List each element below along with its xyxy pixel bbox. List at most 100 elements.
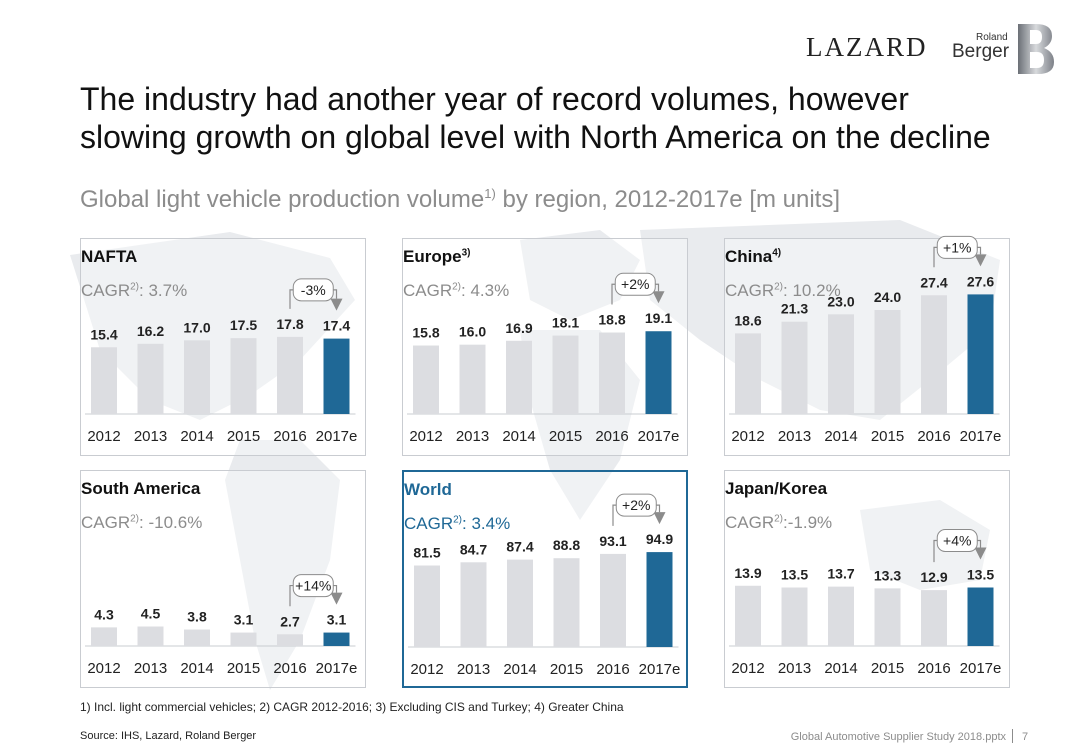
bar-2014: [184, 629, 210, 646]
cagr-value: : 3.4%: [462, 514, 511, 533]
value-label-2016: 93.1: [599, 533, 626, 549]
change-label: +14%: [295, 578, 331, 594]
value-label-2016: 27.4: [920, 274, 947, 290]
bar-2014: [507, 559, 533, 647]
bar-2013: [460, 562, 487, 647]
berger-logo-text: Berger: [952, 41, 1010, 62]
value-label-2015: 88.8: [553, 537, 580, 553]
year-label-2014: 2014: [503, 661, 536, 678]
year-label-2014: 2014: [824, 660, 857, 677]
region-title: Europe3): [403, 247, 470, 267]
panel-south-america: South America CAGR2): -10.6% 4.3 2012 4.5 2…: [80, 470, 366, 688]
chart-subtitle: Global light vehicle production volume1)…: [80, 186, 840, 214]
value-label-2017e: 19.1: [645, 310, 672, 326]
year-label-2015: 2015: [549, 428, 582, 445]
value-label-2014: 3.8: [187, 609, 207, 625]
panel-japan-korea: Japan/Korea CAGR2):-1.9% 13.9 2012 13.5 201…: [724, 470, 1010, 688]
page-number: 7: [1022, 731, 1029, 743]
cagr-value: : 4.3%: [461, 281, 510, 300]
bar-2016: [599, 332, 625, 414]
value-label-2016: 2.7: [280, 613, 300, 629]
value-label-2013: 4.5: [141, 606, 161, 622]
change-label: -3%: [301, 282, 326, 298]
region-name: NAFTA: [81, 247, 138, 266]
change-badge: [292, 574, 334, 598]
bar-2015: [552, 335, 579, 414]
subtitle-main: Global light vehicle production volume: [80, 186, 485, 213]
subtitle-footnote-marker: 1): [484, 186, 496, 201]
bar-chart-japan-korea: 13.9 2012 13.5 2013 13.7 2014 13.3 2015 12.9 2016…: [729, 529, 1001, 677]
year-label-2015: 2015: [227, 428, 260, 445]
year-label-2014: 2014: [824, 428, 857, 445]
year-label-2012: 2012: [409, 428, 442, 445]
cagr-value: : 10.2%: [783, 281, 841, 300]
page-title: The industry had another year of record …: [80, 81, 991, 155]
year-label-2013: 2013: [134, 660, 167, 677]
panel-europe: Europe3) CAGR2): 4.3% 15.8 2012 16.0 2013 16…: [402, 238, 688, 456]
value-label-2013: 13.5: [781, 567, 808, 583]
region-title: World: [404, 480, 452, 500]
year-label-2016: 2016: [273, 660, 306, 677]
year-label-2017e: 2017e: [316, 660, 358, 677]
cagr-text: CAGR2): 3.4%: [404, 514, 510, 534]
bar-2013: [781, 321, 808, 414]
year-label-2013: 2013: [778, 428, 811, 445]
arrow-down-icon: [974, 547, 987, 560]
value-label-2015: 13.3: [874, 567, 901, 583]
cagr-footnote: 2): [130, 281, 140, 293]
value-label-2014: 16.9: [505, 320, 532, 336]
year-label-2017e: 2017e: [638, 428, 680, 445]
year-label-2013: 2013: [134, 428, 167, 445]
value-label-2015: 18.1: [552, 315, 579, 331]
value-label-2014: 23.0: [827, 293, 854, 309]
value-label-2015: 17.5: [230, 317, 257, 333]
value-label-2012: 4.3: [94, 606, 114, 622]
cagr-prefix: CAGR: [81, 281, 131, 300]
bar-2017e: [967, 587, 994, 646]
value-label-2015: 3.1: [234, 612, 254, 628]
bar-2016: [921, 295, 947, 414]
value-label-2012: 81.5: [413, 545, 440, 561]
region-name: South America: [81, 479, 201, 498]
value-label-2017e: 17.4: [323, 318, 350, 334]
bar-2014: [828, 586, 854, 646]
bar-2017e: [645, 331, 672, 414]
bar-2017e: [323, 632, 350, 646]
roland-berger-b-icon: [1018, 24, 1054, 74]
bar-2012: [413, 345, 439, 414]
bar-2012: [735, 333, 761, 414]
bar-2016: [600, 553, 626, 647]
bar-2013: [781, 587, 808, 646]
file-name: Global Automotive Supplier Study 2018.pp…: [790, 731, 1006, 743]
bar-2016: [921, 590, 947, 646]
year-label-2013: 2013: [456, 428, 489, 445]
panel-world: World CAGR2): 3.4% 81.5 2012 84.7 2013 87.4 2…: [402, 470, 688, 688]
value-label-2013: 21.3: [781, 301, 808, 317]
value-label-2015: 24.0: [874, 289, 901, 305]
cagr-value: :-1.9%: [783, 513, 833, 532]
value-label-2016: 18.8: [598, 312, 625, 328]
bar-2016: [277, 336, 303, 414]
cagr-prefix: CAGR: [81, 513, 131, 532]
year-label-2013: 2013: [778, 660, 811, 677]
cagr-footnote: 2): [452, 281, 462, 293]
year-label-2016: 2016: [917, 428, 950, 445]
bar-chart-world: 81.5 2012 84.7 2013 87.4 2014 88.8 2015 93.1 2016…: [408, 493, 680, 678]
cagr-prefix: CAGR: [404, 514, 454, 533]
arrow-down-icon: [653, 512, 666, 525]
cagr-prefix: CAGR: [725, 513, 775, 532]
region-footnote: 3): [461, 247, 471, 259]
value-label-2014: 17.0: [183, 319, 210, 335]
change-label: +1%: [943, 239, 971, 255]
year-label-2015: 2015: [227, 660, 260, 677]
value-label-2014: 13.7: [827, 566, 854, 582]
value-label-2017e: 94.9: [646, 531, 673, 547]
bar-2015: [553, 558, 580, 647]
source-note: Source: IHS, Lazard, Roland Berger: [80, 730, 257, 742]
change-badge: [936, 529, 978, 552]
bar-chart-china: 18.6 2012 21.3 2013 23.0 2014 24.0 2015 27.4 2016…: [729, 235, 1001, 445]
bar-2015: [874, 588, 901, 646]
year-label-2012: 2012: [87, 660, 120, 677]
year-label-2016: 2016: [273, 428, 306, 445]
bar-2016: [277, 634, 303, 646]
